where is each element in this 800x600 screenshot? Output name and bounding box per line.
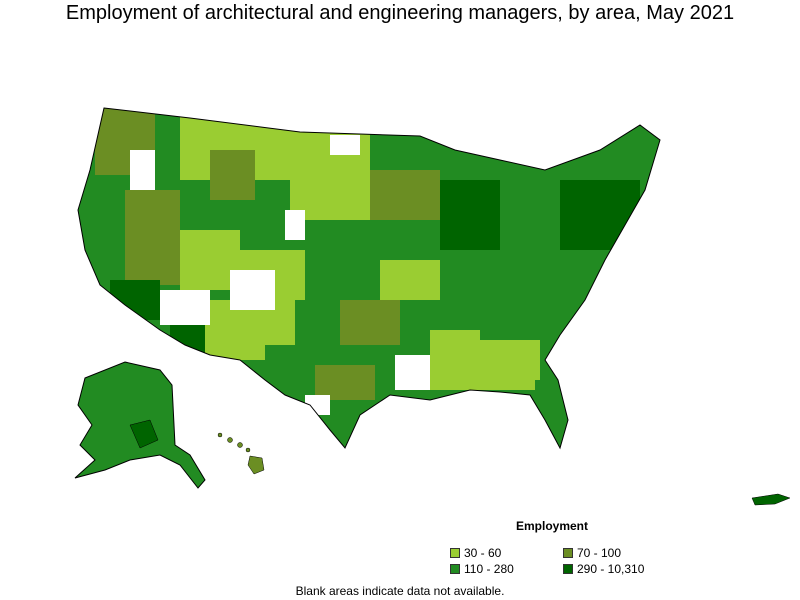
legend-item-70-100: 70 - 100 (563, 546, 621, 560)
alaska-southeast-region (129, 419, 159, 449)
legend-swatch (450, 548, 460, 558)
legend-swatch (563, 548, 573, 558)
map-title: Employment of architectural and engineer… (65, 2, 735, 24)
legend-title: Employment (516, 519, 589, 533)
legend-label: 110 - 280 (464, 562, 514, 576)
legend-label: 290 - 10,310 (577, 562, 645, 576)
legend-item-290-10310: 290 - 10,310 (563, 562, 644, 576)
legend-swatch (450, 564, 460, 574)
legend-item-110-280: 110 - 280 (450, 562, 514, 576)
footnote: Blank areas indicate data not available. (295, 584, 505, 598)
legend-label: 30 - 60 (464, 546, 502, 560)
legend-swatch (563, 564, 573, 574)
us-outline (77, 107, 661, 450)
legend-item-30-60: 30 - 60 (450, 546, 501, 560)
legend-label: 70 - 100 (577, 546, 622, 560)
puerto-rico (751, 493, 791, 506)
hawaii (217, 432, 265, 475)
